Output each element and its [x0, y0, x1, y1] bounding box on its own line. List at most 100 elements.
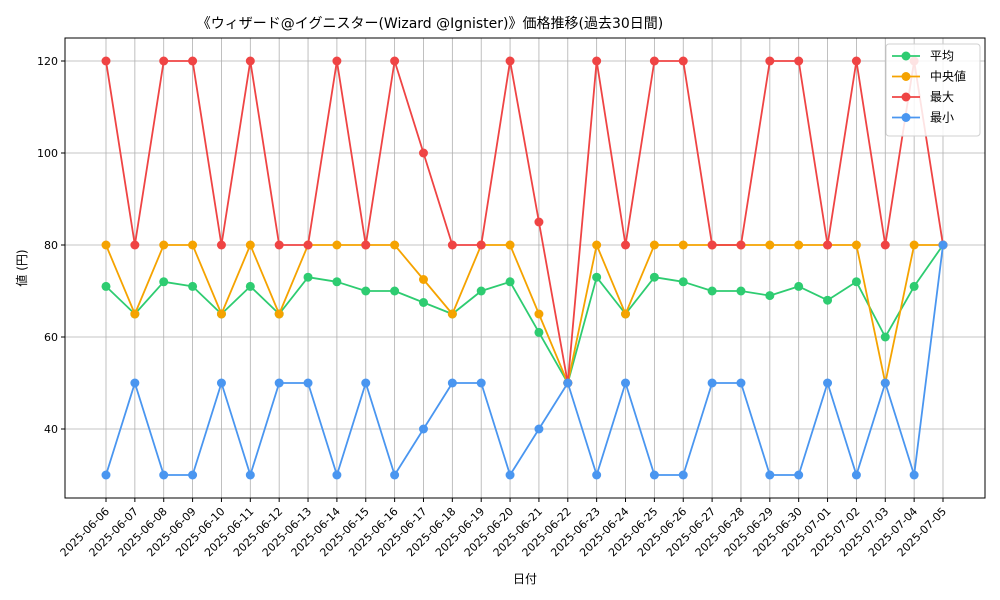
data-point [880, 332, 890, 342]
data-point [418, 148, 428, 158]
data-point [418, 298, 428, 307]
data-point [851, 56, 861, 66]
data-point [736, 240, 746, 250]
data-point [101, 281, 111, 291]
data-point [534, 424, 544, 434]
data-point [649, 56, 659, 66]
data-point [938, 240, 948, 250]
data-point [216, 378, 226, 388]
data-point [390, 470, 400, 480]
legend-label: 平均 [930, 49, 954, 63]
data-point [592, 240, 602, 250]
chart-title: 《ウィザード@イグニスター(Wizard @Ignister)》価格推移(過去3… [197, 16, 664, 32]
data-point [505, 240, 515, 250]
data-point [505, 470, 515, 480]
data-point [707, 286, 717, 296]
data-point [592, 272, 602, 282]
data-point [188, 240, 198, 250]
data-point [678, 277, 688, 287]
series-line [105, 244, 944, 476]
data-point [765, 56, 775, 66]
legend-swatch-marker [901, 92, 911, 102]
series [101, 56, 948, 480]
series-0 [101, 240, 948, 388]
data-point [274, 309, 284, 319]
legend-swatch-marker [901, 113, 911, 122]
data-point [332, 56, 342, 66]
data-point [592, 56, 602, 66]
data-point [130, 378, 140, 388]
data-point [476, 378, 486, 388]
data-point [534, 309, 544, 319]
plot-frame [64, 37, 986, 499]
data-point [534, 327, 544, 337]
legend-item: 最小 [892, 111, 954, 125]
data-point [332, 277, 342, 287]
data-point [823, 240, 833, 250]
data-point [621, 240, 631, 250]
x-axis: 2025-06-062025-06-072025-06-082025-06-09… [58, 498, 949, 559]
data-point [418, 424, 428, 434]
data-point [678, 240, 688, 250]
data-point [159, 240, 169, 250]
data-point [447, 378, 457, 388]
data-point [592, 470, 602, 480]
data-point [621, 378, 631, 388]
data-point [216, 309, 226, 319]
legend-label: 中央値 [930, 69, 966, 84]
data-point [678, 56, 688, 66]
data-point [765, 291, 775, 301]
data-point [188, 281, 198, 291]
data-point [418, 275, 428, 284]
data-point [303, 378, 313, 388]
data-point [851, 240, 861, 250]
series-3 [101, 240, 948, 480]
data-point [303, 240, 313, 250]
data-point [851, 277, 861, 287]
data-point [909, 470, 919, 480]
y-axis: 40 60 80 100 120 [37, 55, 65, 436]
grid [65, 38, 985, 498]
data-point [245, 240, 255, 250]
data-point [361, 240, 371, 250]
data-point [447, 309, 457, 319]
y-tick-label: 120 [37, 55, 58, 68]
data-point [621, 309, 631, 319]
y-tick-label: 40 [44, 423, 58, 436]
data-point [245, 281, 255, 291]
legend-box [885, 43, 981, 137]
data-point [476, 240, 486, 250]
data-point [794, 56, 804, 66]
data-point [274, 378, 284, 388]
data-point [361, 378, 371, 388]
data-point [794, 240, 804, 250]
data-point [649, 272, 659, 282]
data-point [447, 240, 457, 250]
data-point [880, 378, 890, 388]
y-tick-label: 100 [37, 147, 58, 160]
series-line [105, 244, 943, 384]
data-point [880, 240, 890, 250]
data-point [361, 286, 371, 296]
data-point [390, 56, 400, 66]
data-point [390, 240, 400, 250]
data-point [332, 470, 342, 480]
data-point [736, 286, 746, 296]
data-point [534, 217, 544, 227]
data-point [909, 240, 919, 250]
legend-item: 最大 [892, 90, 954, 104]
legend-item: 中央値 [892, 69, 966, 84]
data-point [765, 240, 775, 250]
data-point [188, 470, 198, 480]
data-point [245, 470, 255, 480]
data-point [101, 56, 111, 66]
x-axis-label: 日付 [513, 572, 537, 586]
data-point [823, 295, 833, 305]
data-point [678, 470, 688, 480]
y-tick-label: 60 [44, 331, 58, 344]
data-point [476, 286, 486, 296]
y-tick-label: 80 [44, 239, 58, 252]
data-point [505, 277, 515, 287]
